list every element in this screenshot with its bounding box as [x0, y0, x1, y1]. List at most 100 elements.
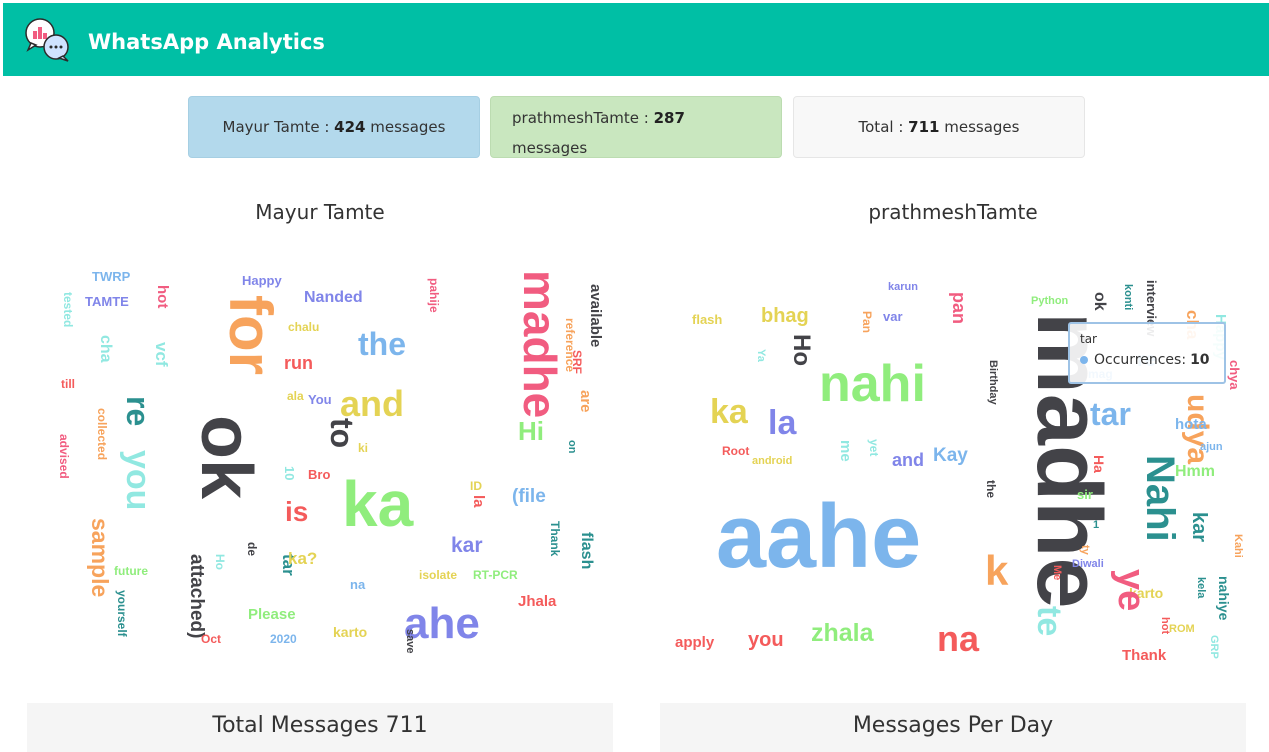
wordcloud-right-word[interactable]: nahi: [819, 355, 926, 413]
wordcloud-left-word[interactable]: sample: [87, 518, 113, 598]
wordcloud-left-word[interactable]: flash: [578, 532, 595, 570]
wordcloud-left-word[interactable]: Happy: [242, 273, 282, 288]
wordcloud-right-word[interactable]: ajun: [1200, 441, 1223, 453]
wordcloud-left-word[interactable]: ka: [342, 468, 414, 540]
wordcloud-right-word[interactable]: la: [768, 404, 797, 442]
wordcloud-left-word[interactable]: the: [358, 326, 406, 362]
wordcloud-left-word[interactable]: is: [285, 496, 309, 527]
wordcloud-left-word[interactable]: re: [120, 396, 156, 427]
wordcloud-right-word[interactable]: chya: [1227, 360, 1242, 390]
wordcloud-right-word[interactable]: Me: [1051, 565, 1063, 581]
wordcloud-right-word[interactable]: GRP: [1208, 635, 1220, 659]
wordcloud-right-word[interactable]: pan: [949, 292, 969, 325]
wordcloud-right-word[interactable]: yet: [867, 439, 881, 457]
wordcloud-left-word[interactable]: attached): [186, 554, 207, 639]
wordcloud-left-word[interactable]: save: [404, 629, 416, 654]
wordcloud-left-word[interactable]: (file: [512, 486, 546, 507]
wordcloud-left-word[interactable]: for: [217, 295, 284, 375]
wordcloud-right-word[interactable]: flash: [692, 312, 723, 327]
wordcloud-left-word[interactable]: de: [245, 542, 259, 557]
wordcloud-right-word[interactable]: zhala: [811, 619, 874, 647]
right-wordcloud[interactable]: karun Python flash bhag Pan var pan interview ko…: [660, 250, 1245, 690]
wordcloud-right-word[interactable]: Ya: [755, 349, 767, 362]
wordcloud-right-word[interactable]: Birthday: [987, 360, 999, 405]
wordcloud-left-word[interactable]: ID: [470, 479, 482, 493]
wordcloud-left-word[interactable]: chalu: [288, 320, 320, 334]
wordcloud-left-word[interactable]: vcf: [152, 342, 171, 367]
wordcloud-left-word[interactable]: TAMTE: [85, 294, 129, 309]
wordcloud-right-word[interactable]: Python: [1031, 295, 1069, 307]
wordcloud-left-word[interactable]: yourself: [115, 590, 129, 637]
wordcloud-left-word[interactable]: ka?: [288, 549, 318, 568]
wordcloud-right-word[interactable]: var: [883, 309, 903, 324]
wordcloud-left-word[interactable]: ahe: [404, 599, 480, 648]
wordcloud-left-word[interactable]: SRF: [570, 350, 584, 374]
wordcloud-right-word[interactable]: Root: [722, 444, 750, 458]
wordcloud-right-word[interactable]: apply: [675, 634, 715, 651]
wordcloud-left-word[interactable]: run: [284, 353, 313, 373]
wordcloud-left-word[interactable]: TWRP: [92, 269, 131, 284]
wordcloud-right-word[interactable]: aahe: [716, 487, 922, 587]
wordcloud-right-word[interactable]: ok: [1091, 292, 1108, 311]
wordcloud-right-word[interactable]: Diwali: [1072, 558, 1104, 570]
wordcloud-right-word[interactable]: k: [985, 547, 1009, 594]
wordcloud-right-word[interactable]: ka: [710, 393, 748, 431]
wordcloud-right-word[interactable]: kela: [1195, 577, 1207, 599]
wordcloud-right-word[interactable]: Kay: [933, 445, 968, 466]
wordcloud-right-word[interactable]: Hmm: [1175, 463, 1216, 480]
wordcloud-left-word[interactable]: 2020: [270, 632, 297, 646]
wordcloud-right-word[interactable]: hota: [1175, 416, 1207, 433]
wordcloud-right-word[interactable]: the: [984, 480, 998, 498]
wordcloud-right-word[interactable]: you: [748, 629, 784, 651]
wordcloud-left-word[interactable]: kar: [451, 534, 483, 557]
wordcloud-left-word[interactable]: Thank: [548, 521, 562, 557]
wordcloud-left-word[interactable]: 10: [282, 466, 297, 481]
wordcloud-right-word[interactable]: Pan: [860, 311, 874, 334]
wordcloud-right-word[interactable]: Nahi: [1138, 455, 1182, 542]
wordcloud-right-word[interactable]: 1: [1093, 519, 1100, 531]
wordcloud-left-word[interactable]: till: [61, 377, 75, 391]
wordcloud-right-word[interactable]: konti: [1122, 284, 1134, 311]
wordcloud-right-word[interactable]: ROM: [1169, 623, 1195, 635]
wordcloud-right-word[interactable]: te: [1030, 606, 1068, 637]
wordcloud-left-word[interactable]: advised: [57, 434, 71, 479]
wordcloud-right-word[interactable]: Ho: [788, 334, 815, 366]
wordcloud-left-word[interactable]: madhe: [514, 270, 566, 419]
wordcloud-left-word[interactable]: Bro: [308, 467, 331, 482]
wordcloud-right-word[interactable]: bhag: [761, 305, 809, 327]
wordcloud-left-word[interactable]: on: [566, 440, 578, 454]
wordcloud-left-word[interactable]: la: [470, 495, 487, 508]
wordcloud-left-word[interactable]: you: [119, 450, 157, 511]
wordcloud-right-word[interactable]: karun: [888, 281, 918, 293]
wordcloud-left-word[interactable]: Nanded: [304, 289, 363, 306]
wordcloud-right-word[interactable]: Thank: [1122, 647, 1167, 664]
wordcloud-left-word[interactable]: and: [340, 383, 405, 424]
wordcloud-right-word[interactable]: tar: [1090, 396, 1131, 432]
wordcloud-left-word[interactable]: ala: [287, 389, 304, 403]
wordcloud-left-word[interactable]: karto: [333, 624, 368, 640]
wordcloud-right-word[interactable]: and: [892, 450, 925, 470]
wordcloud-left-word[interactable]: Please: [248, 606, 296, 623]
wordcloud-right-word[interactable]: Kahi: [1232, 534, 1244, 558]
wordcloud-right-word[interactable]: android: [752, 455, 793, 467]
wordcloud-left-word[interactable]: You: [308, 392, 332, 407]
wordcloud-left-word[interactable]: are: [577, 390, 594, 413]
wordcloud-right-word[interactable]: Ha: [1091, 455, 1107, 473]
wordcloud-left-word[interactable]: cha: [97, 335, 114, 363]
wordcloud-left-word[interactable]: tested: [61, 292, 75, 328]
wordcloud-left-word[interactable]: future: [114, 564, 148, 578]
wordcloud-right-word[interactable]: karto: [1129, 585, 1164, 601]
wordcloud-right-word[interactable]: me: [837, 440, 854, 462]
wordcloud-left-word[interactable]: ki: [358, 441, 369, 455]
wordcloud-left-word[interactable]: collected: [95, 408, 109, 461]
wordcloud-left-word[interactable]: Ho: [213, 554, 227, 570]
wordcloud-left-word[interactable]: to: [324, 418, 360, 449]
wordcloud-right-word[interactable]: ye: [1110, 569, 1152, 612]
left-wordcloud[interactable]: TWRP Happy TAMTE hot tested Nanded pahije avail…: [30, 250, 610, 690]
wordcloud-left-word[interactable]: Jhala: [518, 593, 557, 610]
wordcloud-right-word[interactable]: ty: [1079, 545, 1091, 555]
wordcloud-left-word[interactable]: isolate: [419, 568, 458, 582]
wordcloud-left-word[interactable]: RT-PCR: [473, 568, 518, 582]
wordcloud-left-word[interactable]: hot: [154, 285, 171, 309]
wordcloud-left-word[interactable]: Oct: [201, 632, 222, 646]
